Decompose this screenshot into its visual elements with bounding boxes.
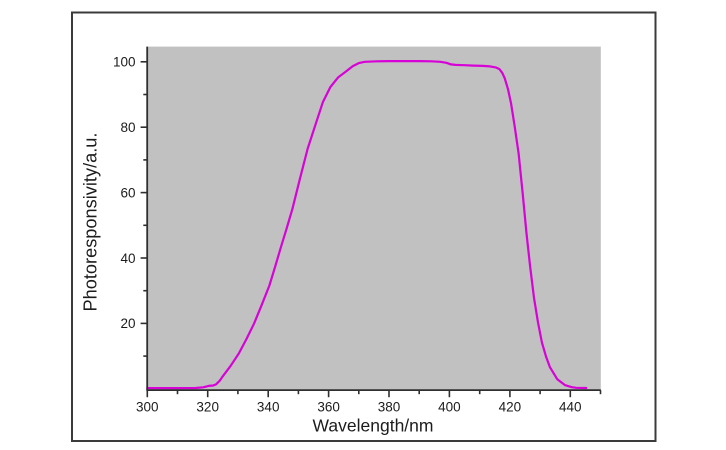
svg-text:420: 420 [499,400,522,415]
svg-text:360: 360 [317,400,340,415]
svg-text:380: 380 [378,400,401,415]
svg-text:40: 40 [120,251,135,266]
svg-text:440: 440 [559,400,582,415]
svg-text:300: 300 [136,400,159,415]
svg-text:340: 340 [257,400,280,415]
svg-text:320: 320 [196,400,219,415]
svg-text:400: 400 [438,400,461,415]
svg-text:80: 80 [120,120,135,135]
svg-text:60: 60 [120,185,135,200]
svg-text:100: 100 [113,55,136,70]
svg-text:Photoresponsivity/a.u.: Photoresponsivity/a.u. [81,133,101,312]
svg-text:Wavelength/nm: Wavelength/nm [313,416,434,436]
svg-text:20: 20 [120,316,135,331]
